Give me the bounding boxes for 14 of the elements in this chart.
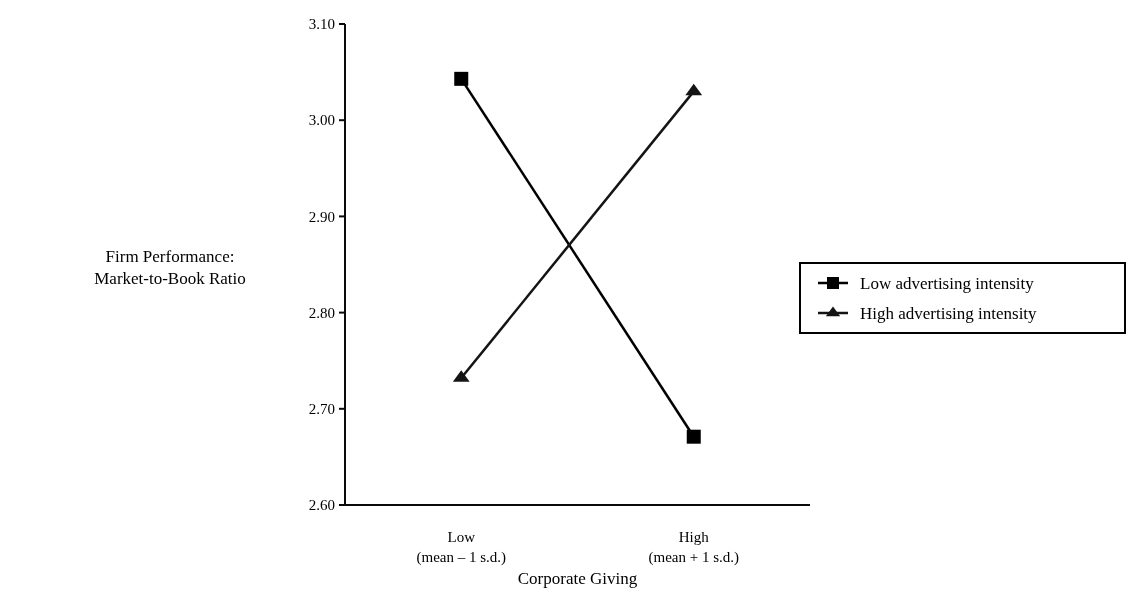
legend-label: High advertising intensity — [860, 303, 1038, 323]
x-tick-label: Low (mean – 1 s.d.) — [416, 529, 507, 566]
y-tick-label: 3.00 — [308, 112, 335, 129]
y-tick-label: 2.80 — [308, 304, 335, 321]
y-tick-label: 2.60 — [308, 497, 335, 514]
legend-label: Low advertising intensity — [860, 273, 1035, 293]
y-axis-title: Firm Performance: Market-to-Book Ratio — [94, 247, 246, 288]
y-tick-label: 2.70 — [308, 401, 335, 418]
y-tick-label: 2.90 — [308, 208, 335, 225]
x-tick-label: High (mean + 1 s.d.) — [648, 529, 740, 566]
y-tick-label: 3.10 — [308, 16, 335, 33]
point — [686, 429, 701, 444]
point — [454, 71, 469, 86]
x-axis-title: Corporate Giving — [517, 569, 638, 588]
